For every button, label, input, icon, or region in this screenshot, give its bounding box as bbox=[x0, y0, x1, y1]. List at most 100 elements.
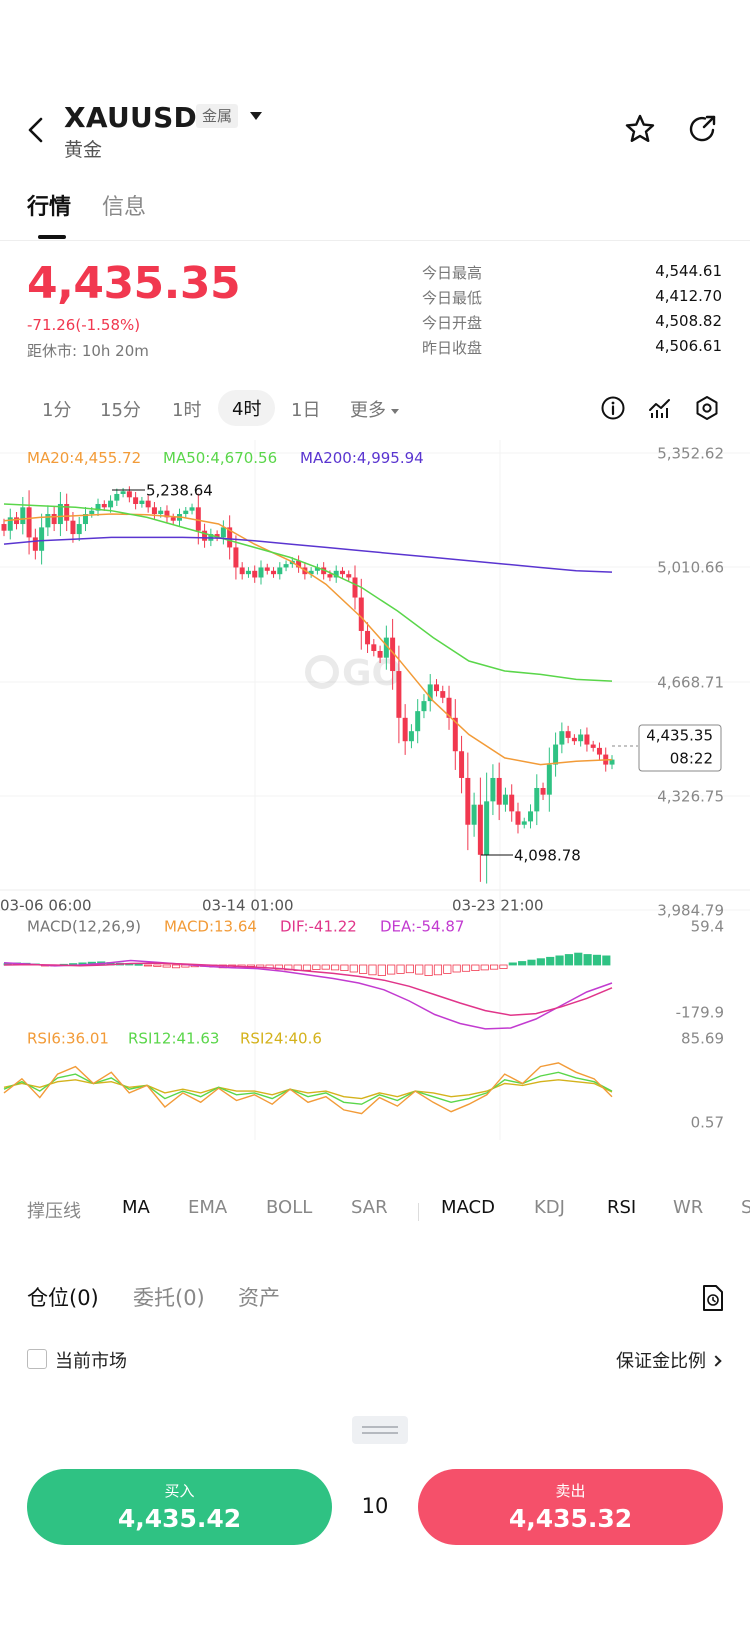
macd-bar bbox=[536, 958, 545, 966]
candle-body bbox=[484, 801, 490, 855]
candle-body bbox=[39, 527, 45, 551]
rsi-tick: 0.57 bbox=[691, 1113, 724, 1131]
stat-value: 4,544.61 bbox=[655, 262, 722, 280]
share-icon[interactable] bbox=[687, 113, 719, 145]
info-icon[interactable] bbox=[600, 395, 626, 421]
macd-value: MACD:13.64 bbox=[164, 917, 257, 935]
symbol-title[interactable]: XAUUSD bbox=[64, 101, 198, 134]
price-tick: 3,984.79 bbox=[657, 901, 724, 919]
price-tick: 5,352.62 bbox=[657, 444, 724, 462]
candle-body bbox=[189, 507, 195, 511]
macd-bar bbox=[387, 964, 396, 975]
indicator-more[interactable]: S bbox=[741, 1197, 750, 1218]
current-market-label[interactable]: 当前市场 bbox=[55, 1351, 127, 1372]
macd-bar bbox=[143, 964, 153, 967]
sell-price: 4,435.32 bbox=[508, 1504, 633, 1533]
low-annotation: 4,098.78 bbox=[514, 846, 581, 864]
back-arrow-icon[interactable] bbox=[24, 117, 50, 143]
candle-body bbox=[440, 691, 446, 698]
chart-indicator-icon[interactable] bbox=[647, 395, 673, 421]
indicator-boll[interactable]: BOLL bbox=[266, 1197, 313, 1218]
indicator-wr[interactable]: WR bbox=[673, 1197, 704, 1218]
macd-bar bbox=[564, 954, 573, 966]
candle-body bbox=[321, 567, 327, 575]
sell-button[interactable]: 卖出 4,435.32 bbox=[418, 1469, 723, 1545]
ma50-legend: MA50:4,670.56 bbox=[163, 449, 277, 467]
stat-value: 4,506.61 bbox=[655, 337, 722, 355]
ma-line-ma50 bbox=[3, 503, 613, 682]
macd-tick: 59.4 bbox=[691, 917, 724, 935]
stat-label: 昨日收盘 bbox=[422, 339, 483, 357]
tab-quote[interactable]: 行情 bbox=[27, 195, 72, 220]
candle-body bbox=[396, 671, 402, 718]
timeframe-4h[interactable]: 4时 bbox=[218, 390, 276, 426]
buy-button[interactable]: 买入 4,435.42 bbox=[27, 1469, 332, 1545]
watermark-logo: GO bbox=[305, 653, 402, 694]
tab-orders[interactable]: 委托(0) bbox=[133, 1286, 205, 1310]
candle-body bbox=[82, 514, 88, 525]
time-tick: 03-14 01:00 bbox=[202, 896, 294, 914]
macd-dif-line bbox=[3, 959, 613, 1030]
candle-body bbox=[258, 567, 264, 578]
quantity-input[interactable]: 10 bbox=[361, 1494, 389, 1518]
star-icon[interactable] bbox=[624, 113, 656, 145]
timeframe-1h[interactable]: 1时 bbox=[172, 400, 202, 421]
macd-bar bbox=[555, 955, 564, 966]
timeframe-15m[interactable]: 15分 bbox=[100, 400, 141, 421]
indicator-macd[interactable]: MACD bbox=[441, 1197, 495, 1218]
ma20-legend: MA20:4,455.72 bbox=[27, 449, 141, 467]
time-tick: 03-23 21:00 bbox=[452, 896, 544, 914]
candle-body bbox=[133, 497, 139, 504]
ma-legend: MA20:4,455.72 MA50:4,670.56 MA200:4,995.… bbox=[27, 449, 424, 467]
indicator-ma[interactable]: MA bbox=[122, 1197, 150, 1218]
margin-ratio-link[interactable]: 保证金比例 bbox=[616, 1347, 722, 1373]
timeframe-1d[interactable]: 1日 bbox=[291, 400, 321, 421]
candle-body bbox=[283, 564, 289, 568]
candle-body bbox=[383, 637, 389, 658]
settings-gear-icon[interactable] bbox=[694, 395, 720, 421]
history-document-icon[interactable] bbox=[700, 1284, 726, 1312]
current-price-label: 4,435.35 bbox=[646, 726, 713, 744]
macd-dea-line bbox=[3, 962, 613, 1016]
tab-info[interactable]: 信息 bbox=[102, 195, 147, 220]
tab-assets[interactable]: 资产 bbox=[238, 1286, 280, 1310]
candle-body bbox=[590, 744, 596, 748]
timeframe-more[interactable]: 更多 bbox=[350, 396, 399, 422]
dea-value: DEA:-54.87 bbox=[380, 917, 464, 935]
indicator-rsi[interactable]: RSI bbox=[607, 1197, 637, 1218]
macd-bar bbox=[368, 964, 377, 976]
timeframe-1m[interactable]: 1分 bbox=[42, 400, 72, 421]
category-tag[interactable]: 金属 bbox=[196, 104, 239, 128]
candle-body bbox=[565, 731, 571, 738]
candle-body bbox=[227, 527, 233, 548]
indicator-sar[interactable]: SAR bbox=[351, 1197, 388, 1218]
candle-body bbox=[214, 534, 220, 538]
price-chart[interactable]: GO MA20:4,455.72 MA50:4,670.56 MA200:4,9… bbox=[0, 440, 750, 1180]
candle-body bbox=[421, 701, 427, 712]
macd-panel bbox=[3, 952, 613, 1030]
candle-body bbox=[20, 507, 26, 525]
chart-grid bbox=[0, 440, 750, 1140]
moving-averages bbox=[3, 503, 613, 766]
indicator-kdj[interactable]: KDJ bbox=[534, 1197, 565, 1218]
indicator-bar: 撑压线 MA EMA BOLL SAR MACD KDJ RSI WR S bbox=[0, 1193, 750, 1229]
stat-label: 今日开盘 bbox=[422, 314, 483, 332]
current-market-checkbox[interactable] bbox=[27, 1349, 47, 1369]
macd-bar bbox=[377, 964, 386, 976]
candle-body bbox=[314, 567, 320, 571]
price-change: -71.26(-1.58%) bbox=[27, 316, 141, 334]
macd-bar bbox=[349, 964, 358, 973]
stat-value: 4,412.70 bbox=[655, 287, 722, 305]
symbol-dropdown-icon[interactable] bbox=[250, 112, 262, 120]
timeframe-more-label: 更多 bbox=[350, 400, 386, 421]
candle-body bbox=[114, 493, 120, 501]
indicator-ema[interactable]: EMA bbox=[188, 1197, 228, 1218]
tab-positions[interactable]: 仓位(0) bbox=[27, 1286, 99, 1310]
stat-row: 今日最高 4,544.61 bbox=[422, 262, 722, 287]
drag-handle[interactable] bbox=[352, 1416, 408, 1444]
candle-body bbox=[358, 597, 364, 631]
candle-body bbox=[308, 570, 314, 575]
indicator-support-resistance[interactable]: 撑压线 bbox=[27, 1201, 81, 1222]
macd-bar bbox=[134, 963, 143, 966]
candle-body bbox=[26, 507, 32, 538]
